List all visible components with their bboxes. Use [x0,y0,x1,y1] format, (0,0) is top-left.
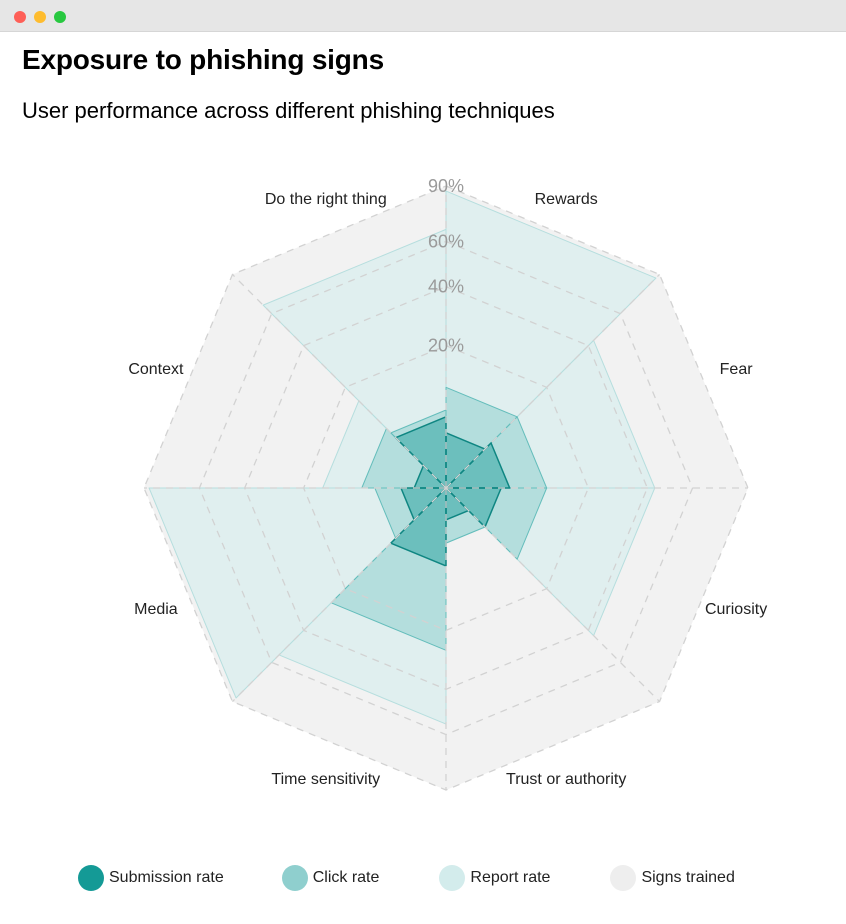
minimize-window-button[interactable] [34,11,46,23]
category-label: Do the right thing [265,191,387,208]
grid-ring [302,344,590,632]
close-window-button[interactable] [14,11,26,23]
tick-label: 40% [428,277,464,297]
legend-label: Submission rate [109,869,224,886]
grid-spoke [231,487,447,703]
sector-signs-trained [446,488,660,790]
legend-swatch-report [439,865,466,891]
legend-item-submission-rate[interactable]: Submission rate [78,865,224,891]
chart-title: Exposure to phishing signs [22,44,384,75]
grid-spoke [445,273,661,489]
grid-spoke [445,487,661,703]
legend-swatch-trained [610,865,637,891]
legend-label: Signs trained [641,869,735,886]
grid-ring [198,240,694,736]
tick-label: 60% [428,231,464,251]
legend-item-click-rate[interactable]: Click rate [281,865,380,891]
tick-label: 90% [428,176,464,196]
category-label: Rewards [535,191,598,208]
category-label: Media [134,601,178,618]
sector-submission-rate [394,416,447,489]
category-label: Fear [720,361,754,378]
legend-swatch-submission [78,865,104,891]
category-label: Time sensitivity [271,771,380,788]
category-label: Context [128,361,184,378]
category-label: Trust or authority [506,771,626,788]
legend-label: Report rate [470,869,551,886]
legend-item-report-rate[interactable]: Report rate [439,865,550,891]
sector-report-rate [262,228,447,489]
legend-label: Click rate [312,869,380,886]
legend-item-signs-trained[interactable]: Signs trained [610,865,735,891]
legend-swatch-click [281,865,308,891]
maximize-window-button[interactable] [54,11,66,23]
tick-label: 20% [428,336,464,356]
chart-subtitle: User performance across different phishi… [22,98,555,123]
window-titlebar [0,0,846,32]
category-label: Curiosity [705,601,767,618]
grid-spoke [231,273,447,489]
chart-legend: Submission rate Click rate Report rate S… [78,864,735,892]
